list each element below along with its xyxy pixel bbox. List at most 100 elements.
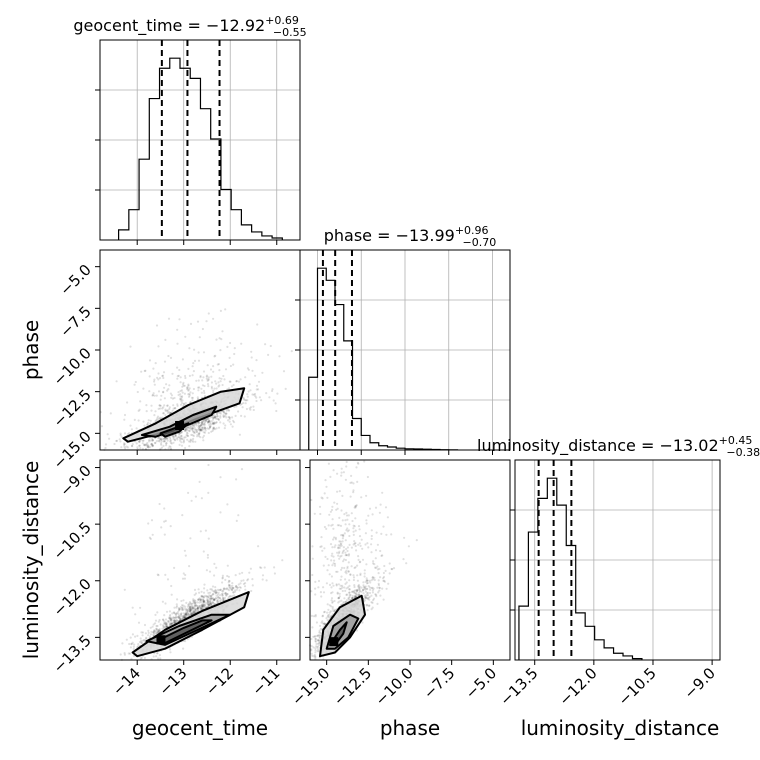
scatter-phase-vs-luminosity-distance-point xyxy=(338,587,341,590)
scatter-geocent-time-vs-phase-point xyxy=(138,444,141,447)
scatter-phase-vs-luminosity-distance-point xyxy=(317,648,320,651)
scatter-geocent-time-vs-phase-point xyxy=(203,384,206,388)
scatter-phase-vs-luminosity-distance-point xyxy=(375,566,378,570)
scatter-phase-vs-luminosity-distance-point xyxy=(370,537,373,541)
scatter-geocent-time-vs-phase-contour-outer xyxy=(122,387,246,443)
scatter-geocent-time-vs-luminosity-distance-point xyxy=(209,603,212,606)
scatter-geocent-time-vs-luminosity-distance-point xyxy=(231,582,234,585)
scatter-phase-vs-luminosity-distance-point xyxy=(374,557,377,560)
scatter-geocent-time-vs-luminosity-distance-point xyxy=(154,632,157,635)
scatter-geocent-time-vs-luminosity-distance-point xyxy=(249,567,252,570)
scatter-geocent-time-vs-phase-point xyxy=(143,443,146,446)
scatter-phase-vs-luminosity-distance-point xyxy=(346,567,349,570)
scatter-geocent-time-vs-phase-point xyxy=(192,362,195,365)
scatter-geocent-time-vs-luminosity-distance-point xyxy=(200,601,203,604)
scatter-geocent-time-vs-phase-point xyxy=(212,413,215,416)
scatter-geocent-time-vs-phase-point xyxy=(106,433,109,436)
scatter-geocent-time-vs-luminosity-distance-point xyxy=(193,601,196,604)
scatter-geocent-time-vs-luminosity-distance-point xyxy=(182,647,185,650)
scatter-geocent-time-vs-phase-point xyxy=(182,441,185,444)
scatter-geocent-time-vs-phase-point xyxy=(210,381,213,384)
scatter-phase-vs-luminosity-distance-point xyxy=(348,591,351,594)
scatter-geocent-time-vs-phase-point xyxy=(175,437,178,440)
scatter-geocent-time-vs-luminosity-distance-point xyxy=(206,556,209,559)
scatter-geocent-time-vs-phase-point xyxy=(123,413,127,417)
scatter-geocent-time-vs-phase-point xyxy=(238,433,241,436)
scatter-phase-vs-luminosity-distance-point xyxy=(355,466,358,469)
scatter-geocent-time-vs-phase-point xyxy=(256,323,259,326)
scatter-geocent-time-vs-luminosity-distance-point xyxy=(227,584,231,587)
scatter-phase-vs-luminosity-distance-point xyxy=(326,603,329,606)
scatter-phase-vs-luminosity-distance-point xyxy=(321,620,324,623)
scatter-geocent-time-vs-phase-point xyxy=(183,429,186,432)
scatter-geocent-time-vs-phase-point xyxy=(165,442,168,445)
scatter-geocent-time-vs-phase-point xyxy=(176,404,179,407)
scatter-geocent-time-vs-luminosity-distance-point xyxy=(181,608,184,611)
scatter-geocent-time-vs-luminosity-distance-point xyxy=(165,623,168,626)
scatter-geocent-time-vs-phase-point xyxy=(184,429,187,432)
scatter-geocent-time-vs-phase-point xyxy=(190,396,193,399)
scatter-geocent-time-vs-luminosity-distance-point xyxy=(119,653,122,656)
scatter-phase-vs-luminosity-distance-point xyxy=(331,607,334,611)
scatter-geocent-time-vs-luminosity-distance-point xyxy=(197,609,200,612)
scatter-geocent-time-vs-luminosity-distance-point xyxy=(196,607,199,610)
scatter-phase-vs-luminosity-distance-point xyxy=(311,626,314,629)
scatter-geocent-time-vs-luminosity-distance-point xyxy=(199,599,202,602)
scatter-phase-vs-luminosity-distance-point xyxy=(333,610,336,613)
scatter-geocent-time-vs-luminosity-distance-point xyxy=(226,588,229,591)
scatter-phase-vs-luminosity-distance-point xyxy=(310,614,313,618)
scatter-geocent-time-vs-phase-point xyxy=(216,412,219,415)
scatter-geocent-time-vs-luminosity-distance-point xyxy=(222,597,225,600)
scatter-phase-vs-luminosity-distance-point xyxy=(338,524,341,527)
scatter-geocent-time-vs-phase-point xyxy=(181,385,184,388)
scatter-phase-vs-luminosity-distance-point xyxy=(352,574,355,577)
scatter-geocent-time-vs-luminosity-distance-point xyxy=(163,507,166,510)
scatter-geocent-time-vs-luminosity-distance-point xyxy=(165,623,168,626)
scatter-geocent-time-vs-luminosity-distance-point xyxy=(184,640,187,643)
scatter-geocent-time-vs-luminosity-distance-point xyxy=(162,620,166,623)
scatter-geocent-time-vs-phase-point xyxy=(276,392,279,395)
scatter-geocent-time-vs-luminosity-distance-point xyxy=(225,594,228,597)
scatter-geocent-time-vs-phase-point xyxy=(118,438,121,441)
scatter-geocent-time-vs-luminosity-distance-point xyxy=(192,599,195,602)
scatter-geocent-time-vs-phase-point xyxy=(176,342,179,345)
scatter-geocent-time-vs-luminosity-distance-point xyxy=(151,625,154,628)
scatter-geocent-time-vs-phase-point xyxy=(209,425,212,428)
scatter-phase-vs-luminosity-distance-point xyxy=(314,656,317,659)
scatter-geocent-time-vs-luminosity-distance-point xyxy=(188,609,191,612)
scatter-geocent-time-vs-phase-point xyxy=(148,359,152,362)
scatter-geocent-time-vs-luminosity-distance-point xyxy=(184,613,187,616)
scatter-geocent-time-vs-luminosity-distance-point xyxy=(214,592,217,595)
scatter-geocent-time-vs-luminosity-distance-point xyxy=(172,616,175,620)
scatter-geocent-time-vs-phase-point xyxy=(229,380,232,383)
scatter-geocent-time-vs-phase-point xyxy=(157,437,160,440)
scatter-geocent-time-vs-luminosity-distance-point xyxy=(165,622,168,625)
scatter-geocent-time-vs-phase-point xyxy=(219,380,222,383)
scatter-geocent-time-vs-phase-point xyxy=(179,439,182,442)
scatter-phase-vs-luminosity-distance-point xyxy=(332,562,335,565)
scatter-geocent-time-vs-phase-point xyxy=(207,420,210,424)
scatter-geocent-time-vs-luminosity-distance-point xyxy=(206,599,209,602)
scatter-phase-vs-luminosity-distance-point xyxy=(352,482,355,485)
scatter-geocent-time-vs-phase-point xyxy=(224,308,227,311)
scatter-phase-vs-luminosity-distance-point xyxy=(376,602,379,606)
scatter-geocent-time-vs-luminosity-distance-point xyxy=(177,607,180,610)
scatter-geocent-time-vs-luminosity-distance-point xyxy=(155,627,158,630)
scatter-phase-vs-luminosity-distance-point xyxy=(370,594,373,597)
scatter-geocent-time-vs-phase-point xyxy=(157,439,160,442)
scatter-phase-vs-luminosity-distance-point xyxy=(351,596,354,600)
scatter-phase-vs-luminosity-distance-point xyxy=(330,586,333,589)
scatter-geocent-time-vs-luminosity-distance-point xyxy=(231,588,234,591)
scatter-geocent-time-vs-luminosity-distance-point xyxy=(209,599,212,602)
scatter-geocent-time-vs-luminosity-distance-point xyxy=(231,587,234,590)
scatter-geocent-time-vs-phase-point xyxy=(251,393,254,396)
scatter-geocent-time-vs-phase-point xyxy=(181,395,184,398)
scatter-geocent-time-vs-phase-point xyxy=(150,409,153,412)
scatter-phase-vs-luminosity-distance-point xyxy=(341,494,344,497)
scatter-phase-vs-luminosity-distance-point xyxy=(356,480,359,483)
scatter-geocent-time-vs-luminosity-distance-point xyxy=(208,604,211,607)
scatter-geocent-time-vs-luminosity-distance-point xyxy=(202,602,205,605)
scatter-geocent-time-vs-phase-point xyxy=(197,379,200,382)
scatter-geocent-time-vs-phase-point xyxy=(148,440,151,443)
scatter-geocent-time-vs-luminosity-distance-point xyxy=(190,602,194,606)
